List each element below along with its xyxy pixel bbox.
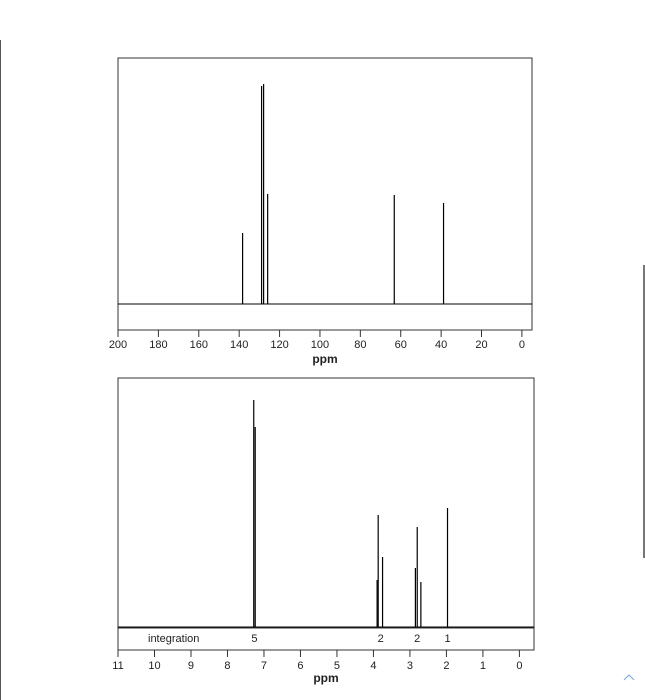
plot-frame: [117, 57, 533, 331]
x-axis-label: ppm: [312, 352, 337, 366]
x-tick-label: 11: [112, 660, 123, 672]
x-tick-label: 180: [149, 339, 167, 351]
x-tick-label: 60: [395, 339, 407, 351]
integration-value: 5: [251, 633, 257, 645]
x-tick-label: 7: [261, 660, 267, 672]
x-tick-label: 200: [109, 339, 127, 351]
x-tick-label: 2: [443, 660, 449, 672]
x-tick-label: 80: [354, 339, 366, 351]
x-tick-label: 4: [370, 660, 376, 672]
x-tick-label: 160: [190, 339, 208, 351]
x-tick-label: 8: [224, 660, 230, 672]
x-tick-label: 20: [475, 339, 487, 351]
x-tick-label: 1: [480, 660, 486, 672]
integration-value: 1: [444, 633, 450, 645]
x-tick-label: 10: [148, 660, 160, 672]
plot-frame: [117, 377, 535, 651]
x-tick-label: 40: [435, 339, 447, 351]
x-tick-label: 0: [519, 339, 525, 351]
x-tick-label: 100: [311, 339, 329, 351]
x-tick-label: 9: [188, 660, 194, 672]
x-tick-label: 3: [407, 660, 413, 672]
scroll-up-caret[interactable]: [623, 674, 635, 681]
x-tick-label: 0: [516, 660, 522, 672]
x-tick-label: 120: [270, 339, 288, 351]
integration-label: integration: [148, 633, 199, 645]
integration-value: 2: [378, 633, 384, 645]
integration-value: 2: [414, 633, 420, 645]
x-tick-label: 5: [334, 660, 340, 672]
x-axis-label: ppm: [313, 671, 338, 685]
x-tick-label: 6: [297, 660, 303, 672]
x-tick-label: 140: [230, 339, 248, 351]
